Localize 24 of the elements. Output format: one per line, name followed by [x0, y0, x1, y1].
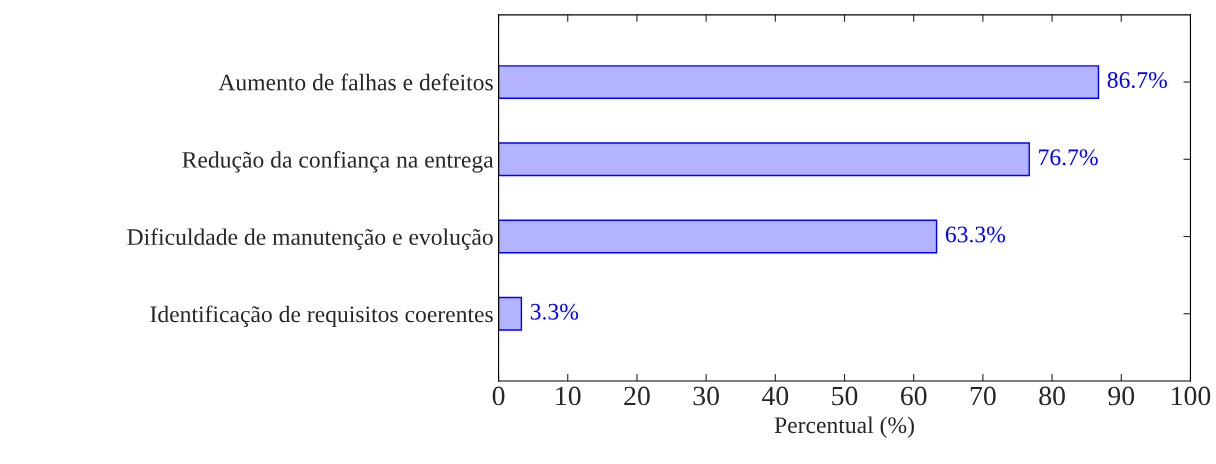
- data-label: 86.7%: [1107, 72, 1167, 89]
- x-tick-label: 0: [492, 386, 505, 406]
- x-tick-label: 10: [556, 386, 581, 406]
- x-tick-label: 40: [761, 386, 789, 406]
- bar: [498, 296, 523, 331]
- data-label: 76.7%: [1039, 149, 1098, 166]
- y-tick-label: Redução da confiança na entrega: [182, 150, 494, 173]
- x-tick-label: 60: [901, 386, 927, 406]
- bar: [498, 219, 938, 254]
- data-label: 63.3%: [945, 226, 1006, 243]
- x-tick-label: 100: [1172, 386, 1211, 406]
- data-label: 3.3%: [530, 303, 579, 320]
- y-tick-label: Identificação de requisitos coerentes: [150, 305, 493, 328]
- x-axis-title: Percentual (%): [774, 416, 914, 438]
- x-tick-label: 70: [970, 386, 996, 406]
- bar: [498, 142, 1030, 177]
- bar: [498, 65, 1100, 99]
- x-tick-label: 80: [1039, 386, 1065, 406]
- x-tick-label: 90: [1108, 386, 1135, 406]
- x-tick-label: 30: [693, 386, 719, 406]
- y-tick-label: Dificuldade de manutenção e evolução: [127, 228, 493, 250]
- x-tick-label: 50: [832, 386, 858, 406]
- y-tick-label: Aumento de falhas e defeitos: [218, 73, 493, 91]
- x-tick-label: 20: [624, 386, 650, 406]
